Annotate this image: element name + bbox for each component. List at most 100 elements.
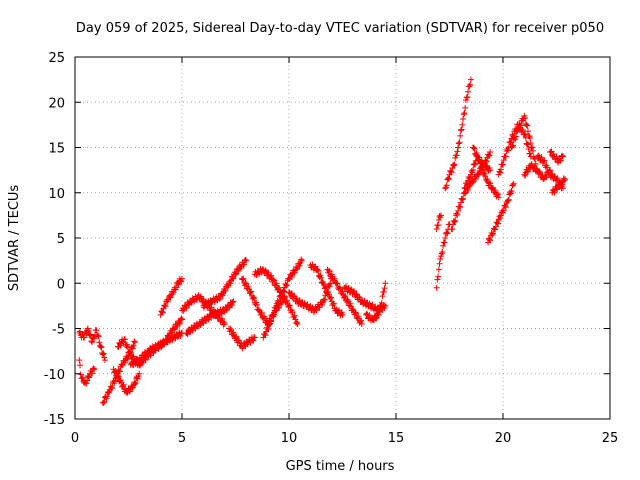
y-tick-label: 0 <box>57 277 65 292</box>
data-point <box>266 320 273 327</box>
data-point <box>130 353 137 360</box>
data-point <box>273 280 280 287</box>
data-point <box>121 359 128 366</box>
data-point <box>268 272 275 279</box>
data-point <box>524 168 531 175</box>
data-point <box>481 170 488 177</box>
data-point <box>553 185 560 192</box>
data-point <box>241 342 248 349</box>
data-point <box>124 341 131 348</box>
data-point <box>98 344 105 351</box>
data-point <box>487 180 494 187</box>
data-point <box>462 184 469 191</box>
data-point <box>500 207 507 214</box>
data-point <box>465 88 472 95</box>
data-point <box>457 199 464 206</box>
data-point <box>117 377 124 384</box>
data-point <box>347 300 354 307</box>
data-point <box>334 280 341 287</box>
data-point <box>95 333 102 340</box>
data-point <box>242 257 249 263</box>
data-point <box>480 171 487 178</box>
data-point <box>355 293 362 300</box>
data-point <box>291 269 298 276</box>
data-point <box>131 339 138 346</box>
data-point <box>83 380 90 387</box>
data-point <box>447 168 454 175</box>
data-point <box>124 344 131 351</box>
data-point <box>553 176 560 183</box>
data-point <box>462 104 469 111</box>
data-point <box>263 324 270 331</box>
data-point <box>520 115 527 122</box>
data-point <box>193 297 200 304</box>
data-point <box>454 148 461 155</box>
data-point <box>232 334 239 341</box>
data-point <box>342 292 349 299</box>
data-point <box>174 334 181 341</box>
data-point <box>262 332 269 339</box>
data-point <box>435 216 442 223</box>
data-point <box>228 302 235 309</box>
data-point <box>313 307 320 314</box>
data-point <box>294 320 301 327</box>
data-point <box>509 143 516 150</box>
data-point <box>286 302 293 309</box>
data-point <box>522 131 529 138</box>
data-point <box>177 333 184 340</box>
data-point <box>511 134 518 141</box>
data-point <box>470 166 477 173</box>
data-point <box>101 357 108 364</box>
data-point <box>492 187 499 194</box>
data-point <box>381 285 388 292</box>
data-point <box>474 152 481 159</box>
data-point <box>126 348 133 355</box>
data-point <box>487 149 494 156</box>
data-point <box>315 267 322 274</box>
data-point <box>435 266 442 273</box>
data-point <box>99 351 106 358</box>
data-point <box>242 280 249 287</box>
data-point <box>318 274 325 281</box>
data-point <box>522 114 529 121</box>
data-point <box>433 284 440 291</box>
data-point <box>502 153 509 160</box>
grid <box>75 57 610 419</box>
data-point <box>129 345 136 352</box>
x-tick-label: 15 <box>388 431 405 446</box>
data-point <box>500 161 506 168</box>
data-point <box>127 352 134 359</box>
data-point <box>467 76 474 83</box>
data-point <box>85 328 92 335</box>
y-tick-label: 20 <box>48 96 65 111</box>
data-point <box>319 278 326 285</box>
data-point <box>338 309 345 316</box>
data-point <box>495 220 502 227</box>
y-tick-label: 10 <box>48 187 65 202</box>
data-point <box>101 399 108 406</box>
data-point <box>546 167 553 174</box>
data-point <box>457 132 464 139</box>
x-axis-ticks: 0 5 10 15 20 25 <box>71 57 618 446</box>
data-point <box>100 399 107 406</box>
data-point <box>459 196 466 203</box>
data-point <box>327 295 334 302</box>
data-point <box>250 337 257 344</box>
data-point <box>527 134 534 141</box>
data-point <box>167 294 174 301</box>
data-point <box>91 335 98 342</box>
data-point <box>462 190 469 197</box>
data-point <box>508 187 515 194</box>
data-point <box>130 342 137 349</box>
data-point <box>458 126 465 133</box>
data-point <box>179 316 185 323</box>
data-point <box>495 194 502 201</box>
y-tick-label: 5 <box>57 232 65 247</box>
data-point <box>524 122 531 129</box>
data-point <box>298 256 305 263</box>
data-point <box>119 382 126 389</box>
data-point <box>445 175 452 182</box>
data-point <box>229 299 236 306</box>
data-point <box>345 285 352 292</box>
